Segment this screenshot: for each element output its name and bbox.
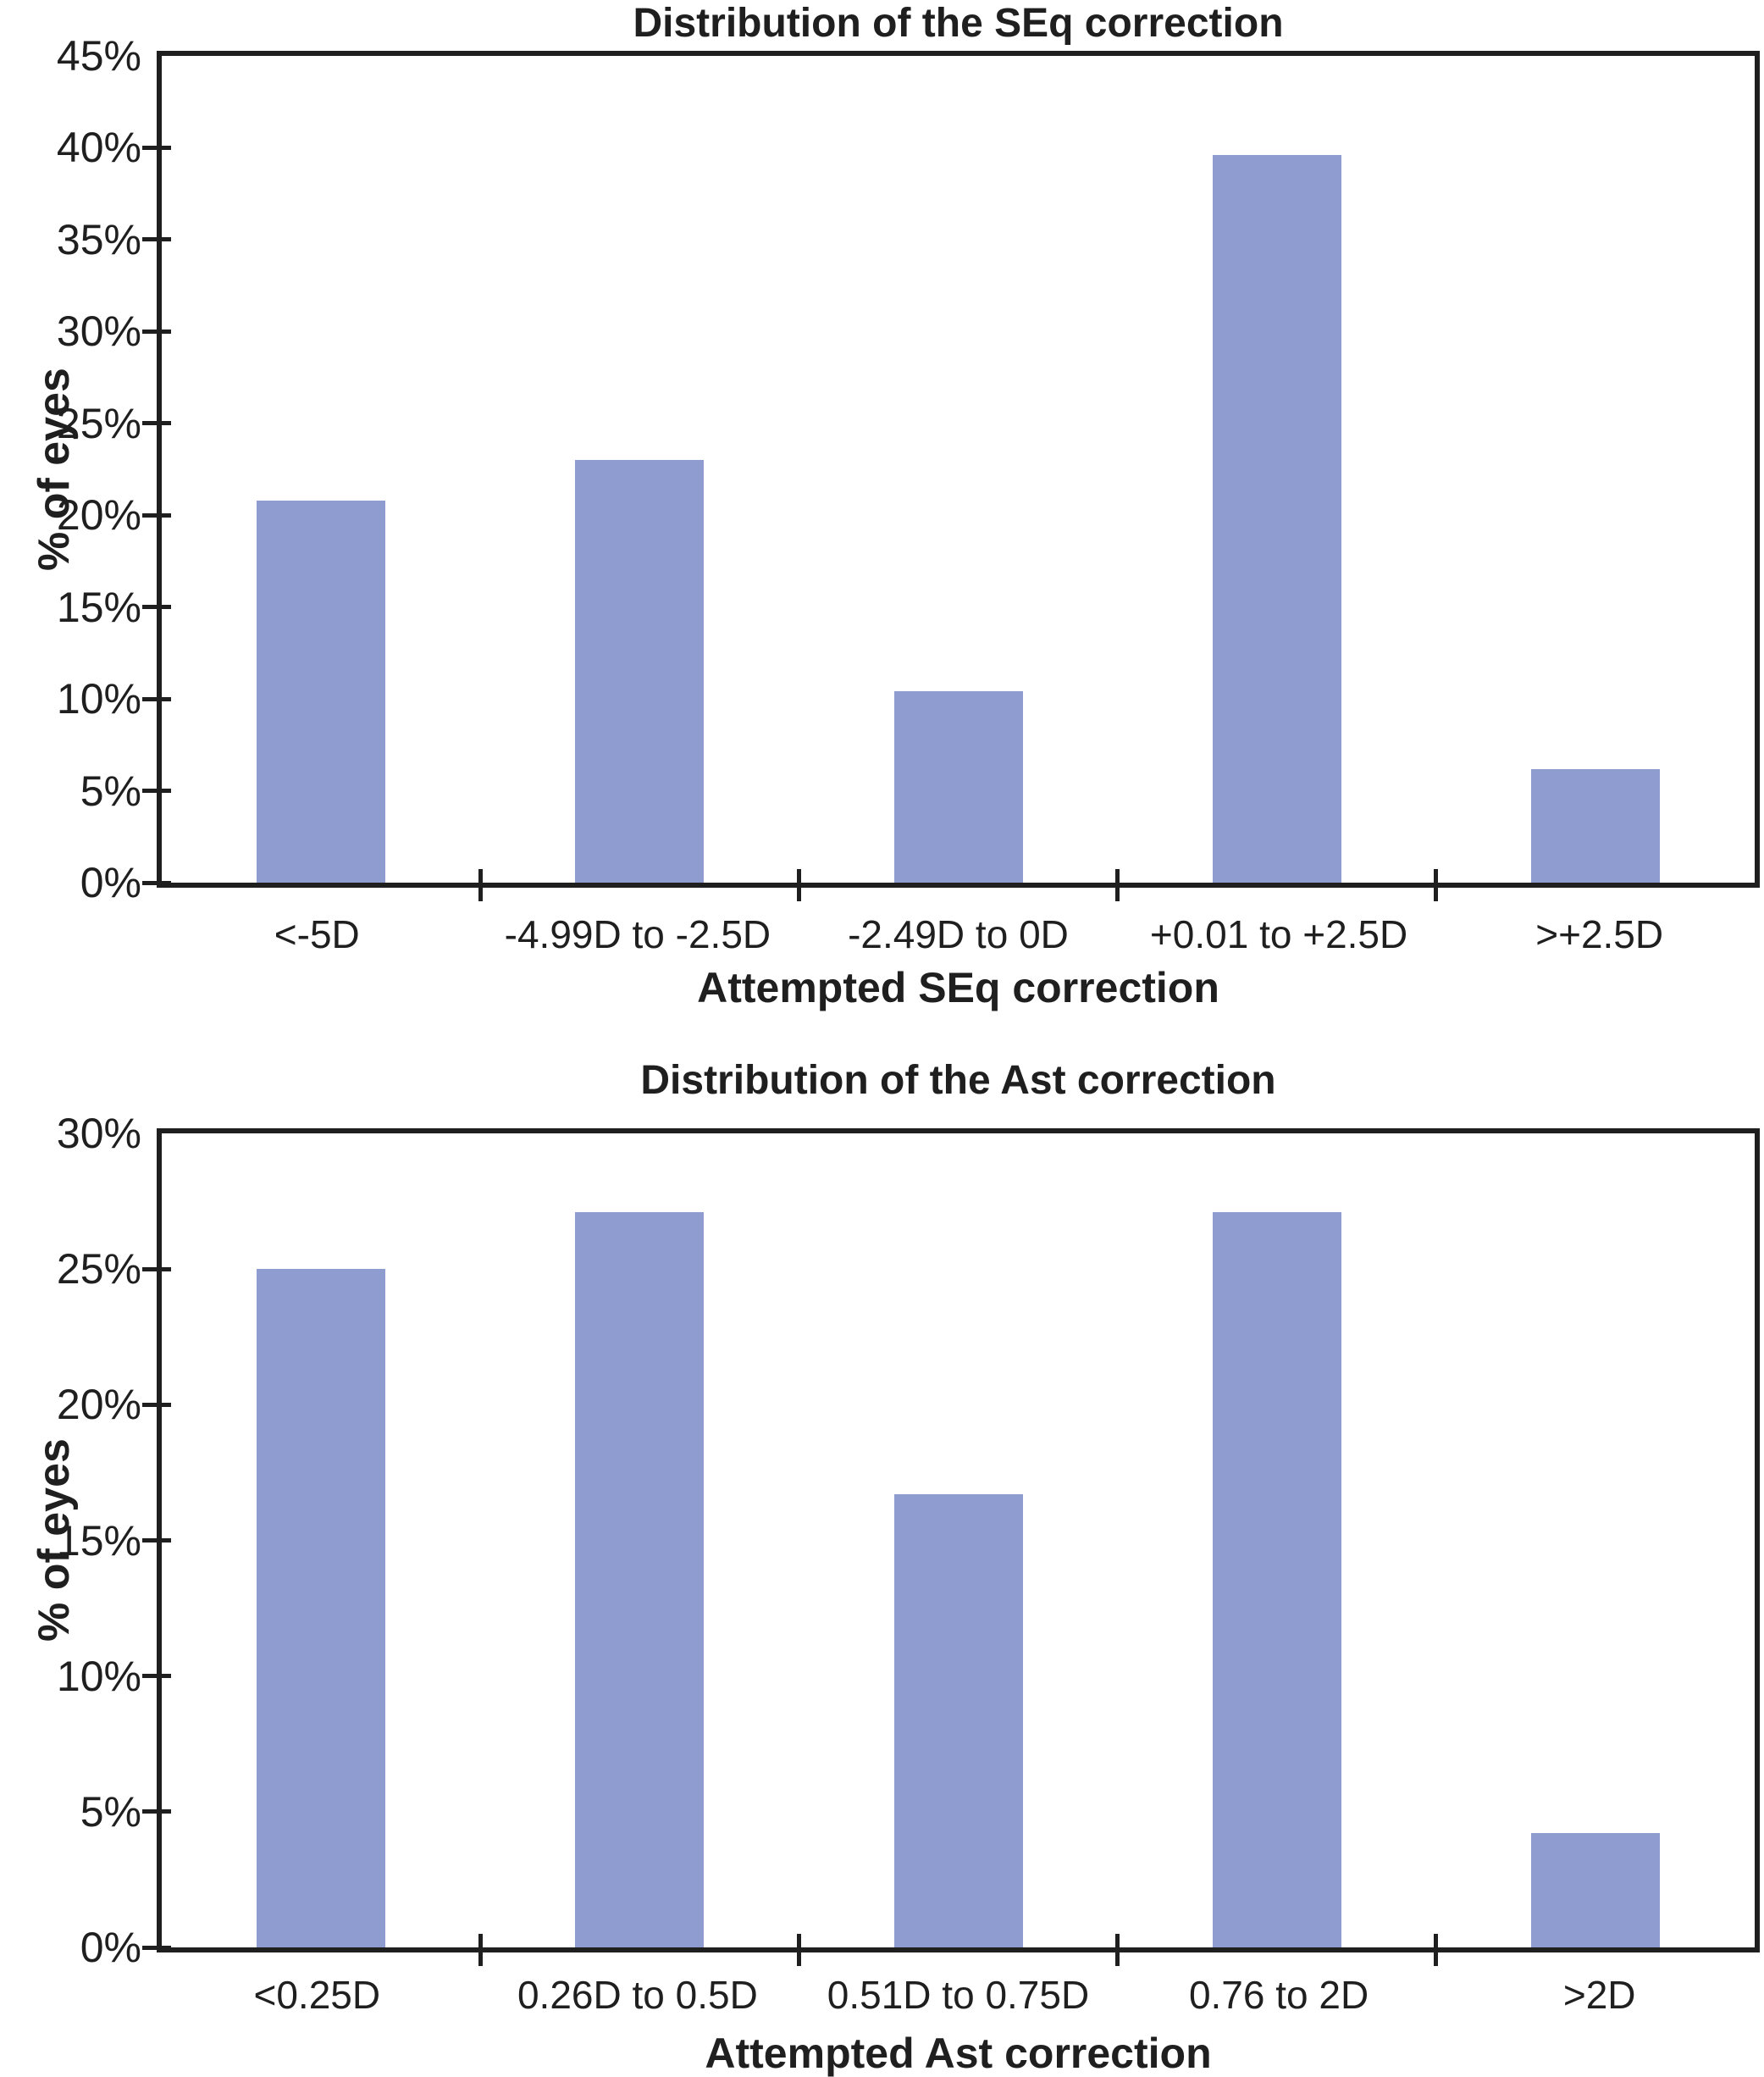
y-tick-label: 45% <box>56 32 141 80</box>
x-axis-tick <box>1115 869 1120 901</box>
x-axis-tick <box>1434 1934 1439 1966</box>
x-tick-label: 0.51D to 0.75D <box>827 1973 1090 2017</box>
chart-title: Distribution of the Ast correction <box>640 1058 1276 1103</box>
x-tick-label: <0.25D <box>253 1973 381 2017</box>
y-tick-label: 20% <box>56 1381 141 1429</box>
y-axis-tick <box>142 605 171 610</box>
x-tick-labels: <0.25D 0.26D to 0.5D 0.51D to 0.75D 0.76 to… <box>157 1974 1760 2016</box>
x-tick-label: <-5D <box>274 912 360 956</box>
seq-distribution-chart: Distribution of the SEq correction % of … <box>30 1 1760 1011</box>
x-tick-label: -2.49D to 0D <box>848 912 1069 956</box>
y-axis-tick <box>142 1538 171 1543</box>
y-axis-tick <box>142 789 171 794</box>
bar->+2.5D <box>1530 768 1660 883</box>
x-axis-title: Attempted SEq correction <box>697 964 1219 1011</box>
y-tick-label: 15% <box>56 1516 141 1565</box>
bar-0.51D to 0.75D <box>893 1494 1023 1947</box>
y-tick-label: 0% <box>80 859 141 906</box>
y-tick-label: 15% <box>56 583 141 631</box>
y-tick-label: 30% <box>56 1110 141 1157</box>
x-axis-tick <box>796 869 801 901</box>
x-axis-tick <box>478 1934 483 1966</box>
y-axis-tick <box>142 1945 171 1950</box>
bar--2.49D to 0D <box>893 691 1023 883</box>
x-axis-tick <box>1434 869 1439 901</box>
x-tick-label: 0.76 to 2D <box>1188 1973 1369 2017</box>
ast-distribution-chart: Distribution of the Ast correction % of … <box>0 1044 1764 2077</box>
y-tick-label: 10% <box>56 675 141 723</box>
x-tick-label: >+2.5D <box>1535 912 1664 956</box>
bar-<-5D <box>257 500 386 883</box>
y-axis-tick <box>142 880 171 885</box>
y-tick-label: 40% <box>56 124 141 172</box>
y-tick-label: 5% <box>80 1787 141 1836</box>
y-axis-tick <box>142 145 171 150</box>
x-tick-label: >2D <box>1562 1973 1636 2017</box>
plot-area: 0% 5% 10% 15% 20% 25% 30% <box>57 1111 1760 1969</box>
y-axis-title: % of eyes <box>30 368 79 571</box>
y-tick-label: 35% <box>56 215 141 263</box>
y-axis-tick <box>142 329 171 334</box>
bar->2D <box>1530 1833 1660 1947</box>
y-axis-tick <box>142 421 171 426</box>
y-tick-label: 10% <box>56 1652 141 1700</box>
x-tick-label: +0.01 to +2.5D <box>1149 912 1408 956</box>
y-axis-tick <box>142 1809 171 1814</box>
x-tick-labels: <-5D -4.99D to -2.5D -2.49D to 0D +0.01 to … <box>157 913 1760 955</box>
y-axis-tick <box>142 1674 171 1679</box>
bar-0.76 to 2D <box>1212 1211 1341 1947</box>
x-axis-tick <box>1115 1934 1120 1966</box>
y-tick-label: 30% <box>56 307 141 356</box>
y-axis-tick <box>142 1402 171 1407</box>
y-tick-label: 0% <box>80 1924 141 1971</box>
x-axis-title: Attempted Ast correction <box>705 2030 1212 2077</box>
x-axis-tick <box>796 1934 801 1966</box>
y-tick-label: 25% <box>56 1245 141 1293</box>
y-axis-tick <box>142 1266 171 1271</box>
plot-area: 0% 5% 10% 15% 20% 25% 30% 35% 40% 45% <box>57 34 1760 905</box>
y-tick-label: 20% <box>56 491 141 540</box>
x-tick-label: -4.99D to -2.5D <box>504 912 771 956</box>
bar-+0.01 to +2.5D <box>1212 155 1341 883</box>
bar--4.99D to -2.5D <box>575 460 705 883</box>
y-tick-label: 25% <box>56 399 141 447</box>
y-axis-tick <box>142 237 171 242</box>
x-axis-tick <box>478 869 483 901</box>
bar-0.26D to 0.5D <box>575 1211 705 1947</box>
bar-<0.25D <box>257 1269 386 1947</box>
y-axis-tick <box>142 512 171 518</box>
chart-title: Distribution of the SEq correction <box>633 1 1284 46</box>
x-tick-label: 0.26D to 0.5D <box>517 1973 758 2017</box>
y-tick-label: 5% <box>80 767 141 815</box>
y-axis-tick <box>142 696 171 701</box>
